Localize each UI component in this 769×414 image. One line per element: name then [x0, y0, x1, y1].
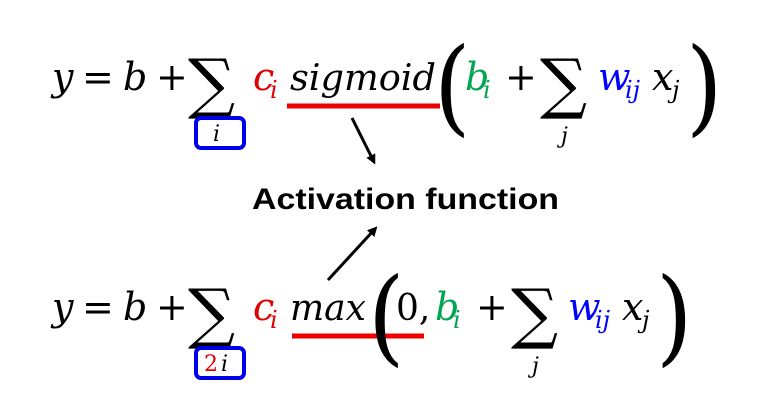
eq1-sum-inner-index: j: [556, 124, 568, 149]
eq1-b-inner: b: [465, 55, 489, 99]
eq2-c: c: [253, 285, 274, 329]
arrow-max-to-label: [326, 226, 378, 282]
eq2-zero: 0,: [396, 288, 430, 329]
eq2-sum-inner-index: j: [527, 354, 539, 379]
eq2-plus: +: [156, 285, 188, 329]
eq1-x: x: [652, 55, 673, 99]
eq1-w: w: [598, 55, 631, 99]
eq1-left-paren: (: [434, 26, 471, 147]
eq1-sum-index-box: [194, 116, 246, 150]
eq1-b-inner-subscript: i: [483, 76, 491, 104]
eq1-summation-sign-inner: ∑: [540, 45, 587, 122]
eq2-sum-index-number: 2: [204, 352, 218, 377]
eq1-w-subscript: ij: [625, 76, 641, 104]
eq2-plus-inner: +: [476, 285, 508, 329]
eq2-sum-index-variable: i: [221, 352, 228, 377]
eq1-sum-index: i: [213, 122, 220, 147]
eq2-c-subscript: i: [270, 306, 278, 334]
eq2-b: b: [123, 285, 147, 329]
eq2-b-inner: b: [435, 285, 459, 329]
eq2-x: x: [622, 285, 643, 329]
eq2-sum-index-box: [194, 346, 246, 380]
eq2-summation-sign-inner: ∑: [511, 275, 558, 352]
eq1-summation-sign: ∑: [188, 45, 235, 122]
eq1-plus-inner: +: [505, 55, 537, 99]
equation-sigmoid: y = b + ∑ i c i sigmoid ( b i + ∑ j w ij…: [50, 26, 723, 150]
eq1-y: y: [50, 55, 74, 99]
eq1-right-paren: ): [686, 26, 723, 147]
equation-max: y = b + ∑ 2 i c i max ( 0, b i + ∑ j w i…: [50, 256, 693, 380]
eq1-equals: =: [82, 55, 114, 99]
eq2-left-paren: (: [368, 256, 405, 377]
eq2-equals: =: [82, 285, 114, 329]
eq2-w: w: [568, 285, 601, 329]
eq1-c: c: [253, 55, 274, 99]
eq1-sigmoid: sigmoid: [290, 58, 436, 99]
eq2-summation-sign: ∑: [188, 275, 235, 352]
eq2-w-subscript: ij: [595, 306, 611, 334]
eq2-right-paren: ): [656, 256, 693, 377]
eq2-b-inner-subscript: i: [453, 306, 461, 334]
eq1-b: b: [123, 55, 147, 99]
eq2-y: y: [50, 285, 74, 329]
eq2-max: max: [290, 288, 366, 329]
activation-function-label: Activation function: [252, 183, 559, 216]
eq1-c-subscript: i: [270, 76, 278, 104]
arrow-sigmoid-to-label: [350, 117, 376, 165]
eq1-plus: +: [156, 55, 188, 99]
